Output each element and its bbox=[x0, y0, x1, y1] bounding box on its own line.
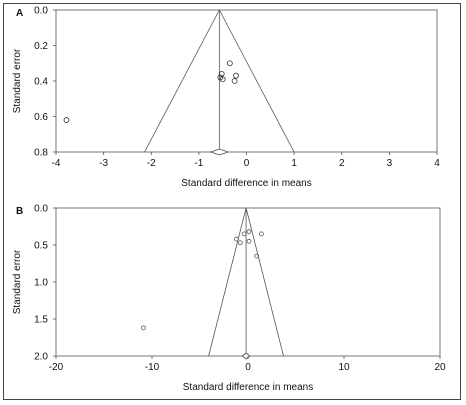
y-tick-label: 0.0 bbox=[34, 204, 48, 215]
plot-frame bbox=[55, 9, 438, 153]
study-point bbox=[218, 71, 225, 77]
x-tick-label: 2 bbox=[339, 158, 345, 169]
x-tick-label: -3 bbox=[99, 158, 108, 169]
panel-b: B -20 -10 0 10 20 0.0 0.5 1.0 1.5 2.0 Standard diff… bbox=[12, 204, 446, 394]
funnel-right-limit bbox=[245, 207, 284, 357]
study-point bbox=[246, 238, 252, 244]
x-tick-label: -20 bbox=[49, 362, 64, 373]
x-tick-label: 3 bbox=[387, 158, 393, 169]
summary-diamond bbox=[209, 148, 230, 156]
funnel-left-limit bbox=[144, 9, 220, 153]
study-point bbox=[231, 78, 238, 84]
study-point bbox=[259, 231, 264, 237]
y-tick-label: 0.5 bbox=[34, 241, 48, 252]
x-tick-label: 0 bbox=[244, 158, 250, 169]
y-tick-label: 1.0 bbox=[34, 278, 48, 289]
study-point bbox=[234, 236, 239, 242]
study-point bbox=[237, 240, 243, 246]
study-point bbox=[241, 231, 247, 237]
x-tick-label: -10 bbox=[145, 362, 160, 373]
x-tick-label: 1 bbox=[291, 158, 297, 169]
study-point bbox=[219, 76, 226, 83]
outer-frame bbox=[3, 3, 461, 400]
y-axis-label: Standard error bbox=[12, 48, 23, 113]
study-point bbox=[233, 72, 239, 79]
x-tick-label: -4 bbox=[52, 158, 61, 169]
x-tick-label: 20 bbox=[434, 362, 446, 373]
x-axis-label: Standard difference in means bbox=[183, 382, 313, 393]
y-tick-label: 0.0 bbox=[34, 6, 48, 17]
study-point bbox=[254, 253, 260, 259]
x-tick-label: 10 bbox=[338, 362, 350, 373]
y-tick-label: 0.2 bbox=[34, 41, 48, 52]
study-point bbox=[246, 229, 252, 235]
funnel-right-limit bbox=[218, 9, 295, 153]
panel-letter: B bbox=[16, 206, 23, 217]
study-point bbox=[226, 60, 233, 67]
x-tick-label: -1 bbox=[194, 158, 203, 169]
summary-diamond bbox=[241, 352, 251, 360]
y-tick-label: 0.4 bbox=[34, 77, 48, 88]
study-point bbox=[140, 325, 146, 331]
y-tick-label: 1.5 bbox=[34, 315, 48, 326]
x-tick-label: -2 bbox=[147, 158, 156, 169]
panel-a: A -4 -3 -2 -1 0 1 2 3 4 0.0 0.2 0.4 0.6 0.8 Standard di… bbox=[12, 6, 440, 190]
y-tick-label: 0.6 bbox=[34, 112, 48, 123]
x-axis-label: Standard difference in means bbox=[181, 178, 311, 189]
panel-letter: A bbox=[16, 8, 23, 19]
funnel-left-limit bbox=[208, 207, 247, 357]
y-tick-label: 0.8 bbox=[34, 148, 48, 159]
y-axis-label: Standard error bbox=[12, 249, 23, 314]
y-tick-label: 2.0 bbox=[34, 352, 48, 363]
study-point bbox=[63, 117, 70, 123]
x-tick-label: 0 bbox=[245, 362, 251, 373]
x-tick-label: 4 bbox=[434, 158, 440, 169]
